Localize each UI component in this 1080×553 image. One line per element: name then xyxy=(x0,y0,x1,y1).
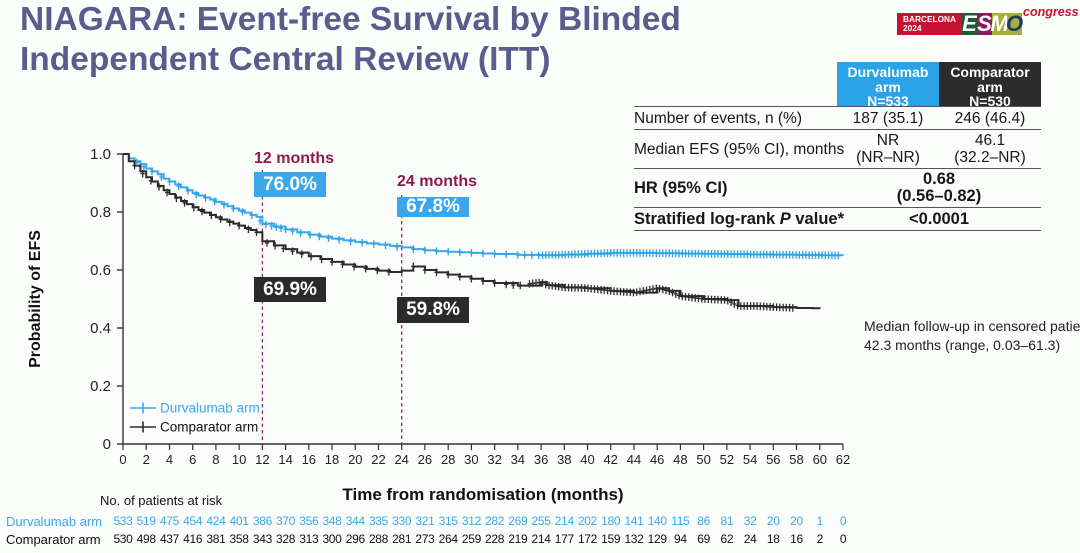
svg-text:Durvalumab arm: Durvalumab arm xyxy=(160,401,260,416)
svg-text:Comparator arm: Comparator arm xyxy=(160,420,258,435)
